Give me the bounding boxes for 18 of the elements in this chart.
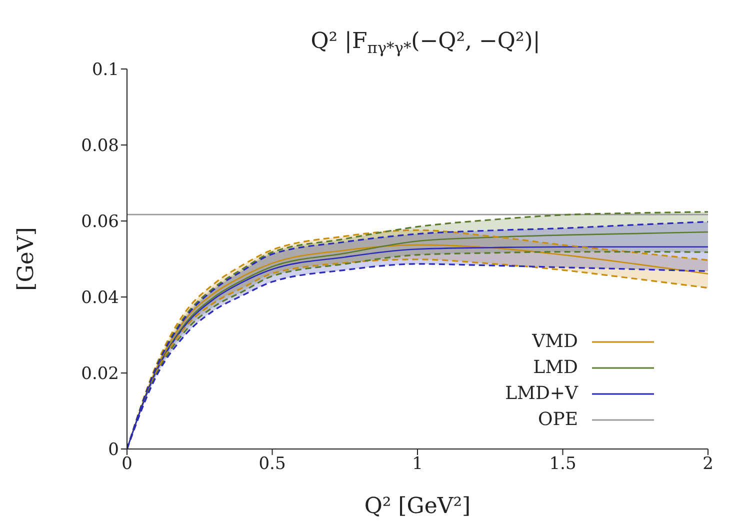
- y-axis-title: [GeV]: [14, 227, 39, 291]
- chart-title: Q² |F$_{πγ*γ*}$(−Q², −Q²)|: [310, 29, 540, 57]
- y-tick-label: 0: [108, 440, 119, 460]
- x-tick-label: 2: [702, 454, 714, 474]
- x-tick-label: 1: [412, 454, 423, 474]
- y-tick-label: 0.06: [81, 212, 119, 232]
- legend-label: LMD+V: [505, 383, 578, 404]
- legend-label: OPE: [538, 409, 578, 430]
- x-tick-label: 0.5: [258, 454, 286, 474]
- y-tick-label: 0.1: [92, 60, 119, 80]
- y-tick-label: 0.02: [81, 364, 119, 384]
- x-tick-label: 0: [122, 454, 132, 474]
- y-tick-label: 0.08: [81, 136, 119, 156]
- y-tick-label: 0.04: [81, 288, 119, 308]
- x-tick-label: 1.5: [549, 454, 576, 474]
- x-axis-title: Q² [GeV²]: [364, 494, 471, 519]
- legend-label: LMD: [533, 357, 578, 378]
- legend-label: VMD: [532, 331, 578, 352]
